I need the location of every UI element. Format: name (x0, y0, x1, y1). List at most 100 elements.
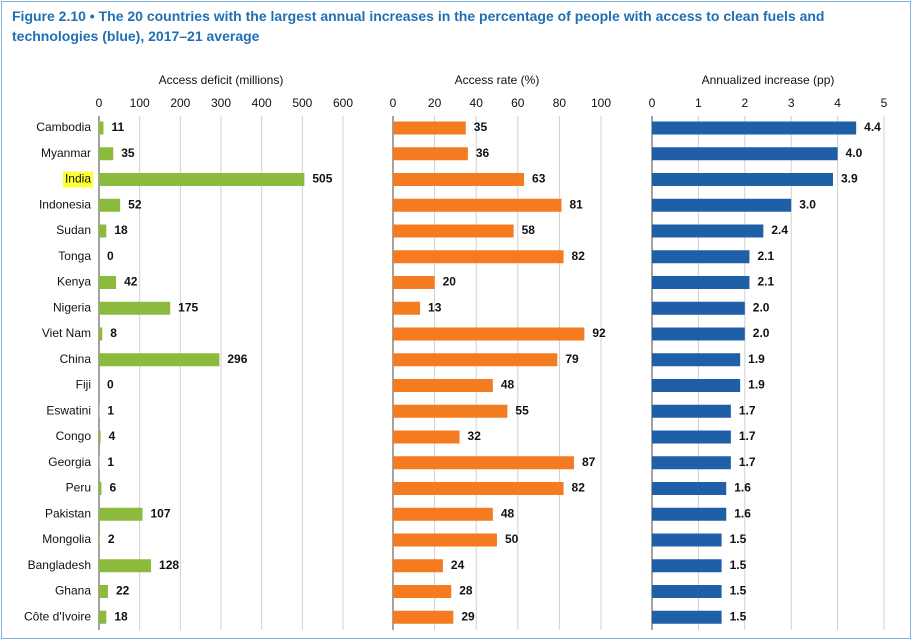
bar (99, 559, 152, 573)
data-label: 1.6 (734, 481, 751, 495)
x-tick-label: 20 (428, 96, 442, 110)
data-label: 2.1 (757, 275, 774, 289)
bar (393, 198, 562, 212)
bar (99, 507, 143, 521)
data-label: 3.0 (799, 197, 816, 211)
data-label: 1.7 (739, 455, 756, 469)
bar (393, 456, 574, 470)
data-label: 3.9 (841, 172, 858, 186)
data-label: 1.9 (748, 378, 765, 392)
bar (99, 147, 114, 161)
category-label: Eswatini (46, 403, 91, 417)
x-tick-label: 5 (881, 96, 888, 110)
data-label: 13 (428, 300, 442, 314)
bar (652, 276, 750, 289)
category-label: Pakistan (45, 506, 91, 520)
data-label: 79 (565, 352, 579, 366)
bar (393, 250, 564, 264)
data-label: 1.9 (748, 352, 765, 366)
data-label: 48 (501, 378, 515, 392)
x-tick-label: 400 (252, 96, 272, 110)
data-label: 52 (128, 197, 142, 211)
bar (652, 121, 857, 135)
data-label: 4 (109, 429, 116, 443)
category-label: Tonga (58, 249, 91, 263)
x-tick-label: 200 (170, 96, 190, 110)
x-tick-label: 3 (788, 96, 795, 110)
data-label: 107 (151, 506, 171, 520)
category-label: Cambodia (36, 120, 91, 134)
data-label: 22 (116, 584, 130, 598)
data-label: 50 (505, 532, 519, 546)
x-tick-label: 80 (553, 96, 567, 110)
data-label: 87 (582, 455, 596, 469)
data-label: 58 (522, 223, 536, 237)
category-label: Fiji (76, 378, 91, 392)
bar (99, 301, 171, 315)
data-label: 36 (476, 146, 490, 160)
data-label: 1.5 (730, 558, 747, 572)
bar (393, 610, 454, 624)
category-label: Mongolia (42, 532, 91, 546)
category-label: Côte d'Ivoire (24, 609, 91, 623)
category-label: Peru (66, 481, 91, 495)
data-label: 1.6 (734, 506, 751, 520)
bar (652, 430, 731, 444)
data-label: 2 (108, 532, 115, 546)
category-label: Bangladesh (28, 558, 91, 572)
bar (99, 482, 102, 495)
data-label: 18 (114, 609, 128, 623)
x-tick-label: 100 (591, 96, 611, 110)
bar (652, 327, 745, 341)
data-label: 2.0 (753, 326, 770, 340)
bar (393, 224, 514, 238)
x-tick-label: 600 (333, 96, 353, 110)
data-label: 1.5 (730, 584, 747, 598)
data-label: 63 (532, 172, 546, 186)
bar (652, 559, 722, 573)
data-label: 2.1 (757, 249, 774, 263)
data-label: 2.0 (753, 300, 770, 314)
bar (99, 430, 101, 444)
x-tick-label: 100 (130, 96, 150, 110)
data-label: 1.5 (730, 532, 747, 546)
category-label: Viet Nam (42, 326, 91, 340)
x-tick-label: 40 (470, 96, 484, 110)
category-label: China (60, 352, 92, 366)
category-label: Ghana (55, 584, 91, 598)
bar (99, 173, 305, 186)
bar (652, 379, 741, 392)
data-label: 29 (461, 609, 475, 623)
data-label: 1 (107, 403, 114, 417)
bar (652, 147, 838, 161)
bar (652, 482, 727, 495)
data-label: 28 (459, 584, 473, 598)
bar (652, 456, 731, 470)
axis-label: Access deficit (millions) (159, 73, 284, 87)
bar (393, 430, 460, 444)
bar (652, 353, 741, 367)
data-label: 4.0 (846, 146, 863, 160)
bar (393, 301, 421, 315)
bar (652, 533, 722, 547)
data-label: 48 (501, 506, 515, 520)
bar (99, 198, 121, 212)
category-label: Georgia (48, 455, 91, 469)
bar (652, 507, 727, 521)
data-label: 24 (451, 558, 465, 572)
data-label: 81 (569, 197, 583, 211)
x-tick-label: 1 (695, 96, 702, 110)
bar (99, 610, 107, 624)
data-label: 35 (474, 120, 488, 134)
bar (652, 198, 792, 212)
category-label: Nigeria (53, 300, 91, 314)
bar (652, 224, 764, 238)
x-tick-label: 500 (292, 96, 312, 110)
axis-label: Access rate (%) (455, 73, 540, 87)
x-tick-label: 2 (741, 96, 748, 110)
axis-label: Annualized increase (pp) (702, 73, 835, 87)
bar (652, 301, 745, 315)
data-label: 1.7 (739, 403, 756, 417)
bar (652, 250, 750, 264)
